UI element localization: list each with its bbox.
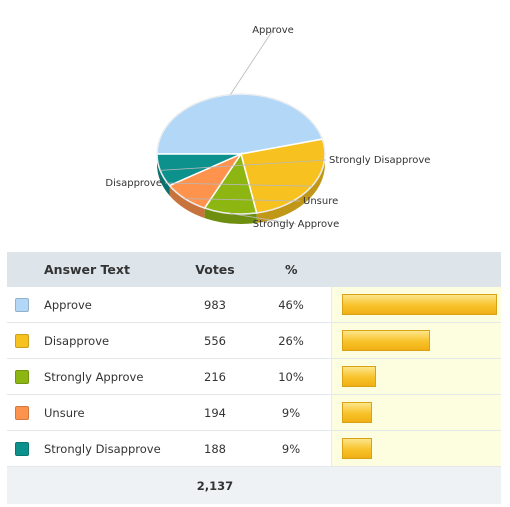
vote-bar — [342, 438, 373, 459]
vote-count: 194 — [179, 394, 251, 431]
table-header-row: Answer Text Votes % — [7, 252, 501, 287]
total-row: 2,137 — [7, 466, 501, 504]
answer-text: Disapprove — [37, 322, 179, 359]
answer-text: Strongly Disapprove — [37, 430, 179, 467]
total-votes: 2,137 — [179, 466, 251, 504]
table-row: Strongly Disapprove 188 9% — [7, 430, 501, 467]
pie-slice-side — [169, 185, 205, 219]
pie-label: Strongly Disapprove — [329, 155, 430, 166]
vote-count: 983 — [179, 287, 251, 323]
pie-leader-line — [184, 198, 301, 202]
color-swatch — [15, 297, 29, 312]
answer-text: Approve — [37, 287, 179, 323]
table-row: Approve 983 46% — [7, 287, 501, 323]
pie-leader-line — [160, 159, 327, 171]
vote-percent: 9% — [251, 394, 332, 431]
table-row: Strongly Approve 216 10% — [7, 358, 501, 395]
pie-leader-line — [230, 29, 274, 95]
pie-label: Approve — [252, 25, 294, 36]
color-swatch — [15, 369, 29, 384]
answer-header: Answer Text — [37, 252, 179, 287]
pie-label: Unsure — [303, 196, 338, 207]
vote-bar — [342, 402, 373, 423]
pie-chart-svg: Approve Disapprove Strongly Approve Unsure S… — [105, 25, 430, 230]
vote-count: 556 — [179, 322, 251, 359]
vote-percent: 46% — [251, 287, 332, 323]
table-row: Unsure 194 9% — [7, 394, 501, 431]
pie-label: Strongly Approve — [253, 219, 339, 230]
pie-leader-line — [164, 182, 312, 187]
vote-bar — [342, 366, 376, 387]
pie-rim — [156, 93, 326, 215]
pie-slice-side — [157, 154, 170, 196]
bar-header — [331, 252, 501, 287]
vote-percent: 9% — [251, 430, 332, 467]
pie-slice-side — [256, 154, 325, 223]
answer-text: Strongly Approve — [37, 358, 179, 395]
votes-header: Votes — [179, 252, 251, 287]
vote-percent: 26% — [251, 322, 332, 359]
swatch-header — [7, 252, 37, 287]
color-swatch — [15, 333, 29, 348]
percent-header: % — [251, 252, 332, 287]
pie-chart: Approve Disapprove Strongly Approve Unsure S… — [0, 0, 510, 245]
pie-leader-line — [230, 213, 297, 225]
pie-label: Disapprove — [105, 178, 162, 189]
vote-count: 188 — [179, 430, 251, 467]
color-swatch — [15, 441, 29, 456]
vote-bar — [342, 294, 497, 315]
vote-percent: 10% — [251, 358, 332, 395]
vote-count: 216 — [179, 358, 251, 395]
answer-text: Unsure — [37, 394, 179, 431]
table-row: Disapprove 556 26% — [7, 322, 501, 359]
color-swatch — [15, 405, 29, 420]
results-table: Answer Text Votes % Approve 983 46% Disa… — [7, 252, 501, 504]
vote-bar — [342, 330, 430, 351]
